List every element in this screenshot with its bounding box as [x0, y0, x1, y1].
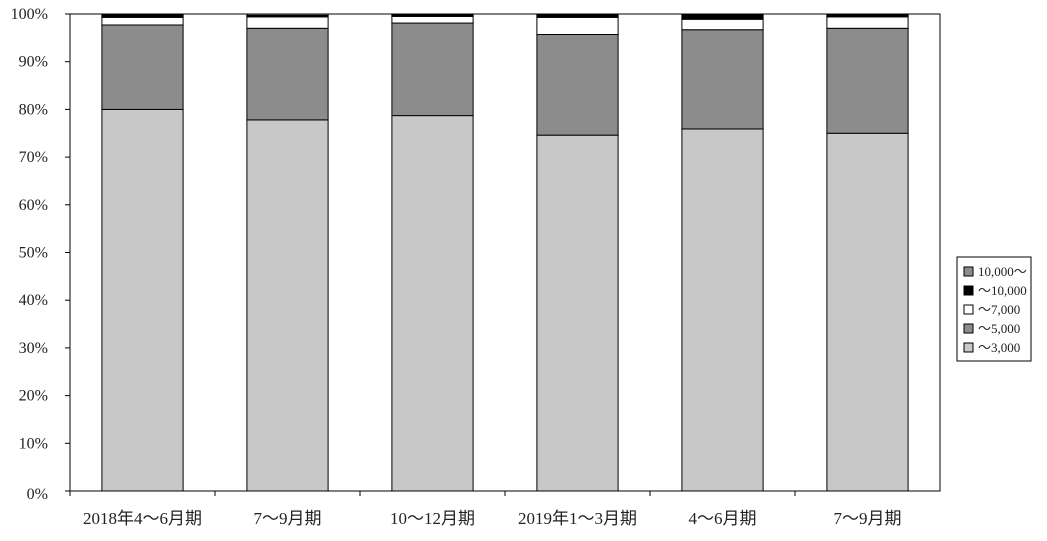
- bar-segment: [536, 34, 619, 136]
- bar-segment: [681, 29, 764, 130]
- y-tick-label: 20%: [19, 388, 48, 405]
- x-category-label: 7～9月期: [254, 509, 322, 528]
- bar-segment: [681, 13, 764, 16]
- bar-segment: [391, 13, 474, 16]
- legend-label: ～5,000: [978, 321, 1020, 336]
- bars-layer: [101, 13, 909, 492]
- bar-stack: [826, 13, 909, 492]
- legend-label: 10,000～: [978, 264, 1027, 279]
- x-category-label: 2018年4～6月期: [83, 509, 202, 528]
- legend-swatch: [963, 342, 974, 353]
- bar-segment: [101, 108, 184, 492]
- bar-segment: [391, 115, 474, 492]
- bar-segment: [246, 13, 329, 16]
- y-tick-label: 100%: [11, 6, 48, 23]
- legend-swatch: [963, 304, 974, 315]
- legend-swatch: [963, 266, 974, 277]
- x-category-label: 4～6月期: [689, 509, 757, 528]
- bar-segment: [536, 13, 619, 16]
- y-tick-label: 10%: [19, 435, 48, 452]
- bar-segment: [681, 14, 764, 20]
- plot-border: [69, 13, 941, 492]
- y-tick-label: 90%: [19, 54, 48, 71]
- bar-segment: [246, 119, 329, 492]
- bar-segment: [101, 16, 184, 26]
- bar-segment: [246, 27, 329, 121]
- bar-stack: [391, 13, 474, 492]
- bar-segment: [101, 24, 184, 110]
- y-tick-label: 80%: [19, 101, 48, 118]
- bar-segment: [246, 16, 329, 29]
- x-category-label: 7～9月期: [834, 509, 902, 528]
- bar-segment: [826, 13, 909, 16]
- bar-segment: [681, 18, 764, 31]
- bar-segment: [391, 22, 474, 117]
- y-tick-label: 70%: [19, 149, 48, 166]
- bar-segment: [826, 132, 909, 492]
- bar-stack: [246, 13, 329, 492]
- x-category-label: 10～12月期: [390, 509, 475, 528]
- y-axis: 0% 10% 20% 30% 40% 50% 60% 70% 80% 90% 100%: [11, 6, 70, 503]
- x-axis: 2018年4～6月期 7～9月期 10～12月期 2019年1～3月期 4～6月期 7～9…: [69, 491, 902, 528]
- bar-segment: [101, 13, 184, 16]
- legend-swatch: [963, 323, 974, 334]
- bar-stack: [681, 13, 764, 492]
- y-tick-label: 50%: [19, 245, 48, 262]
- bar-stack: [101, 13, 184, 492]
- y-tick-label: 0%: [27, 486, 48, 503]
- legend-label: ～7,000: [978, 302, 1020, 317]
- bar-segment: [826, 27, 909, 134]
- y-tick-label: 30%: [19, 340, 48, 357]
- bar-segment: [536, 134, 619, 492]
- legend-label: ～10,000: [978, 283, 1027, 298]
- bar-segment: [391, 15, 474, 24]
- legend-swatch: [963, 285, 974, 296]
- legend-label: ～3,000: [978, 340, 1020, 355]
- bar-segment: [826, 16, 909, 29]
- bar-segment: [536, 16, 619, 36]
- bar-stack: [536, 13, 619, 492]
- bar-segment: [681, 128, 764, 492]
- y-tick-label: 40%: [19, 292, 48, 309]
- plot-area: [69, 13, 941, 492]
- y-tick-label: 60%: [19, 197, 48, 214]
- legend: 10,000～ ～10,000 ～7,000 ～5,000 ～3,000: [956, 256, 1032, 362]
- x-category-label: 2019年1～3月期: [518, 509, 637, 528]
